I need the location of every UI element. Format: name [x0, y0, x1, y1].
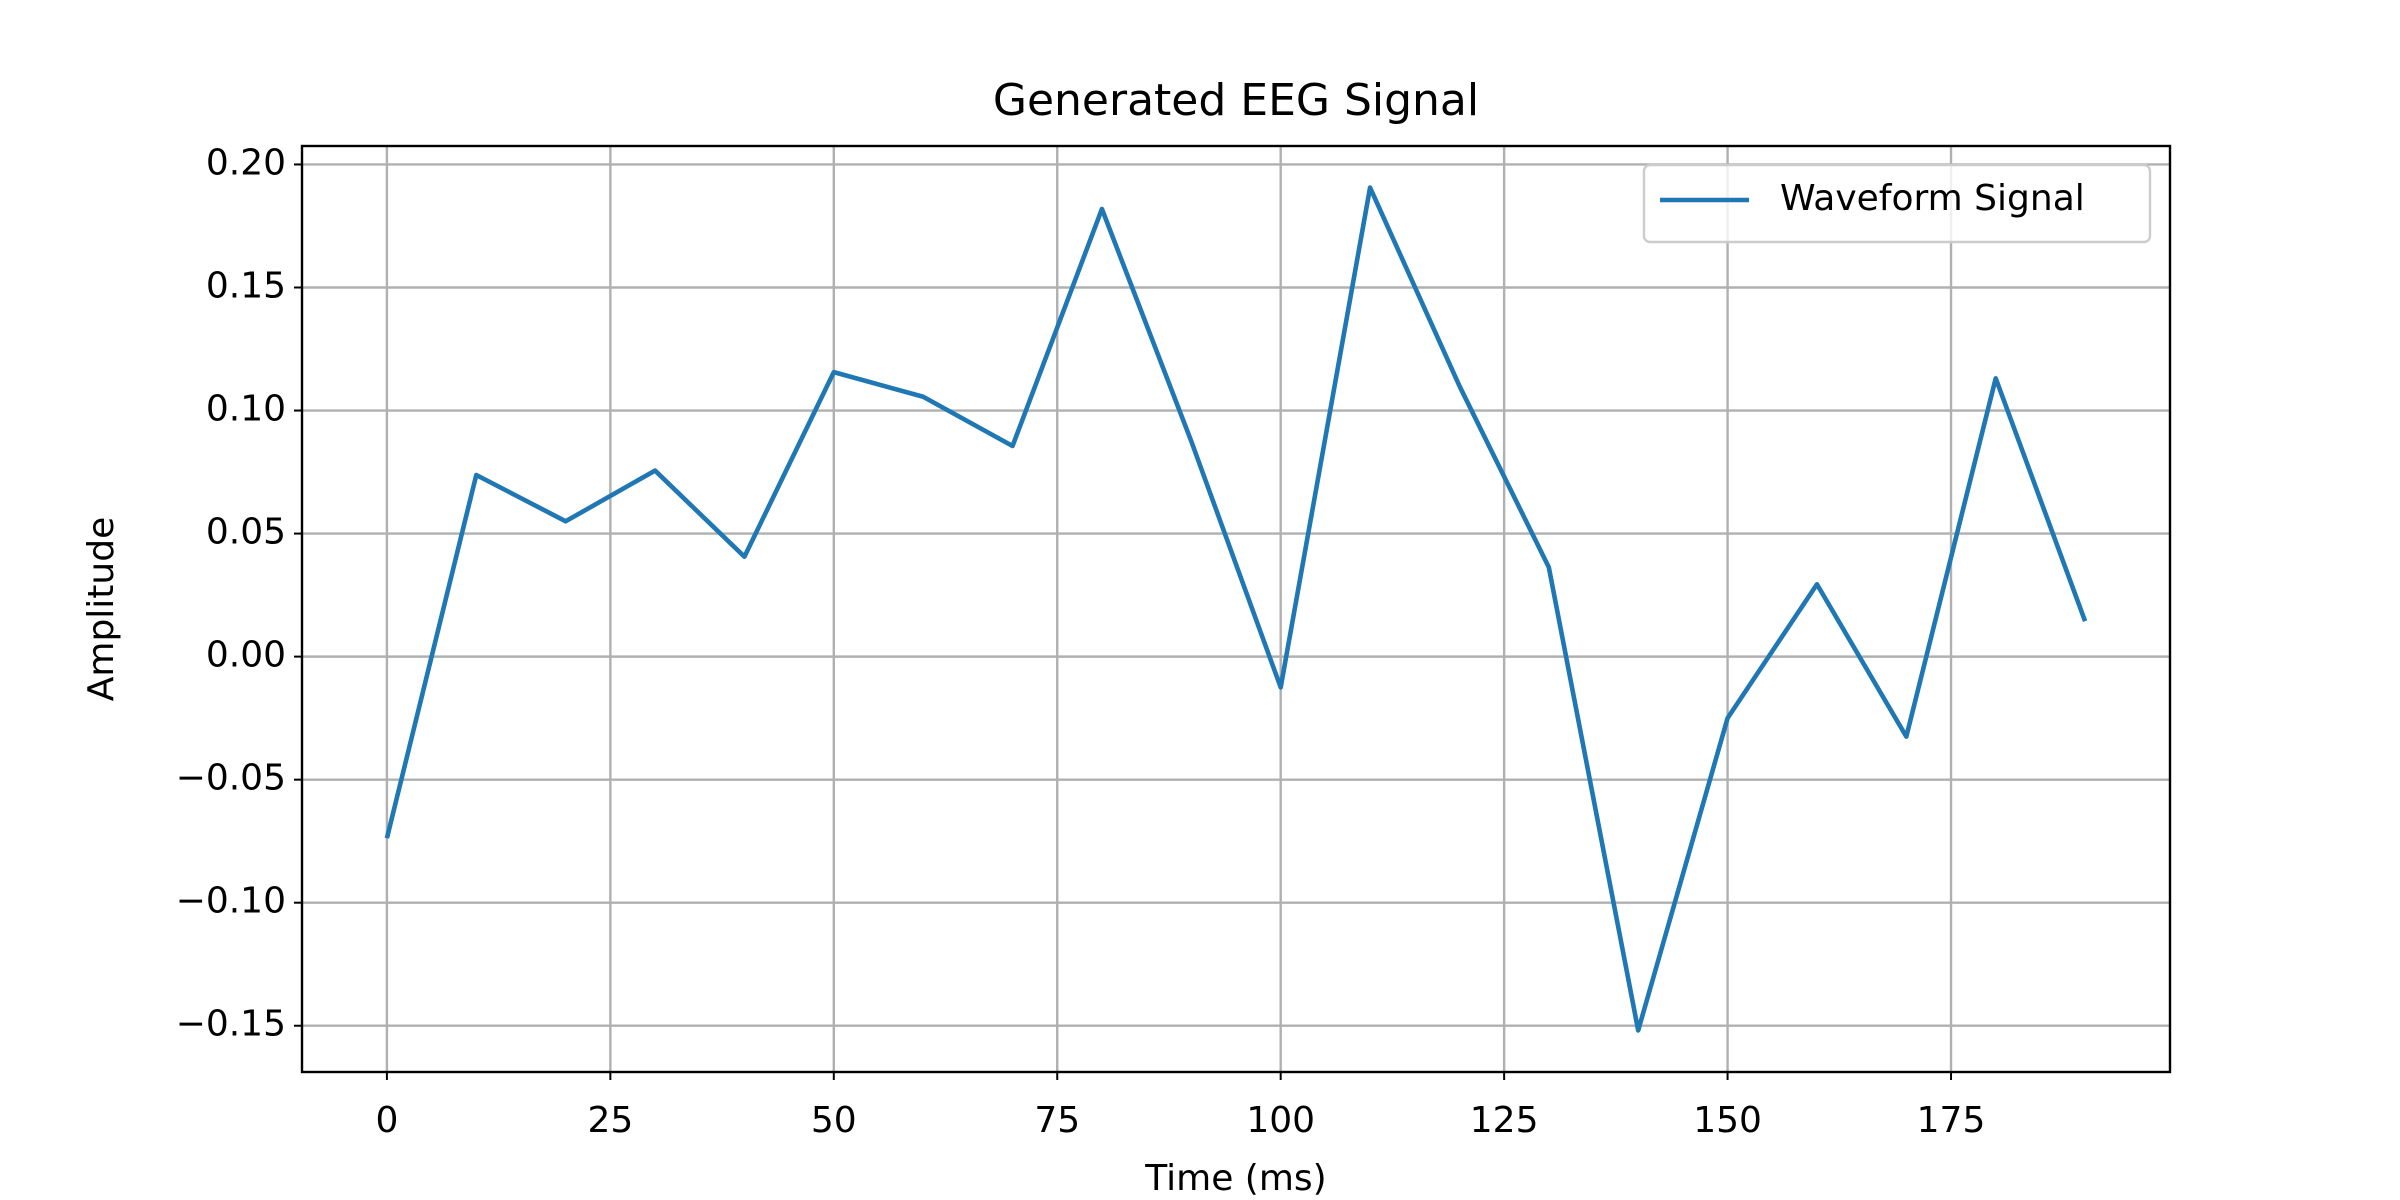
x-tick-label: 25 [587, 1100, 633, 1141]
y-tick-label: 0.00 [206, 635, 286, 676]
x-tick-label: 175 [1917, 1100, 1986, 1141]
y-tick-label: 0.10 [206, 389, 286, 430]
y-tick-label: 0.20 [206, 142, 286, 183]
y-tick-label: 0.05 [206, 512, 286, 553]
y-tick-label: 0.15 [206, 265, 286, 306]
legend: Waveform Signal [1642, 163, 2152, 244]
x-tick-label: 0 [375, 1100, 398, 1141]
y-tick-label: −0.15 [176, 1004, 286, 1045]
x-tick-label: 125 [1470, 1100, 1539, 1141]
y-axis-label: Amplitude [81, 517, 122, 701]
x-tick-label: 150 [1693, 1100, 1762, 1141]
chart-title: Generated EEG Signal [993, 75, 1479, 126]
legend-box [1642, 163, 2152, 244]
legend-label: Waveform Signal [1780, 178, 2085, 219]
x-axis-label: Time (ms) [1144, 1158, 1326, 1199]
line-series [384, 185, 2088, 1033]
x-tick-label: 100 [1246, 1100, 1315, 1141]
y-tick-label: −0.05 [176, 758, 286, 799]
x-tick-label: 50 [811, 1100, 857, 1141]
x-tick-label: 75 [1034, 1100, 1080, 1141]
plot-frame [300, 144, 2172, 1074]
y-tick-label: −0.10 [176, 881, 286, 922]
